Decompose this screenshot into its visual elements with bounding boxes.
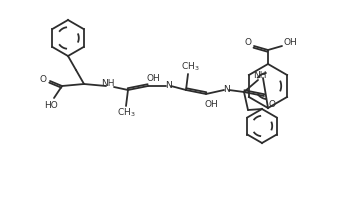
Text: NH: NH bbox=[101, 78, 115, 88]
Text: CH$_3$: CH$_3$ bbox=[117, 107, 135, 119]
Text: N: N bbox=[224, 84, 230, 94]
Text: N: N bbox=[166, 81, 172, 89]
Text: OH: OH bbox=[283, 37, 297, 47]
Text: OH: OH bbox=[204, 99, 218, 109]
Text: O: O bbox=[40, 75, 46, 83]
Text: CH$_3$: CH$_3$ bbox=[181, 61, 199, 73]
Text: OH: OH bbox=[146, 74, 160, 82]
Text: NH: NH bbox=[253, 70, 267, 80]
Text: O: O bbox=[269, 99, 275, 109]
Text: O: O bbox=[244, 37, 252, 47]
Text: HO: HO bbox=[44, 101, 58, 110]
